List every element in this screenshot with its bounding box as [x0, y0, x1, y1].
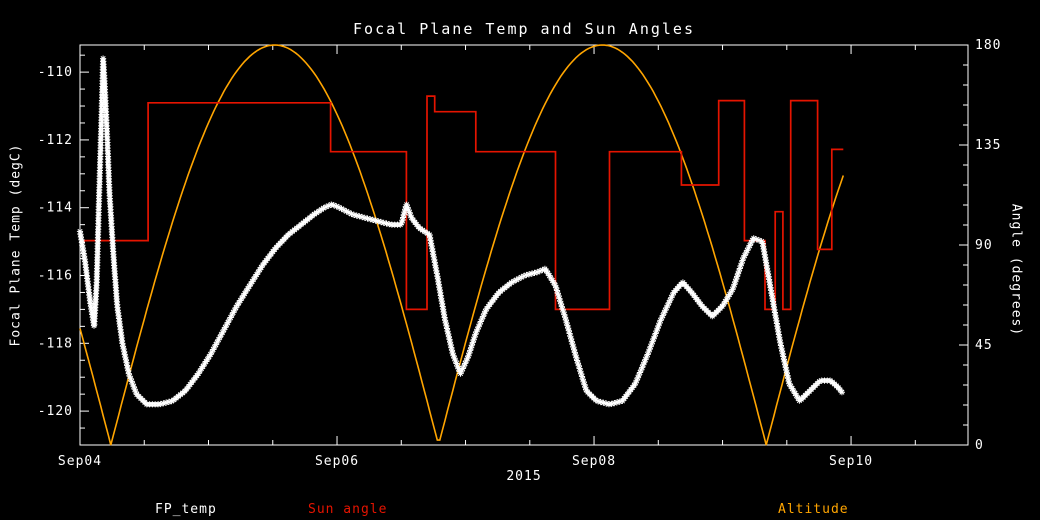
- y-axis-label-right: Angle (degrees): [1008, 203, 1024, 337]
- y-left-tick-label: -112: [38, 133, 73, 148]
- legend-fp-temp: FP_temp: [155, 502, 217, 517]
- x-tick-label: Sep04: [58, 454, 102, 469]
- y-right-tick-label: 180: [975, 38, 1001, 53]
- chart-title: Focal Plane Temp and Sun Angles: [353, 20, 695, 38]
- y-left-tick-label: -114: [38, 201, 73, 216]
- y-right-tick-label: 0: [975, 438, 984, 453]
- y-left-tick-label: -110: [38, 65, 73, 80]
- y-axis-label-left: Focal Plane Temp (degC): [8, 143, 24, 347]
- y-right-tick-label: 135: [975, 138, 1001, 153]
- sun-angle-series: [80, 95, 844, 311]
- x-tick-label: Sep06: [315, 454, 359, 469]
- fp-temp-series: [76, 55, 845, 408]
- y-right-tick-label: 90: [975, 238, 993, 253]
- axes: Sep04 Sep06 Sep08 Sep10 -110 -112 -114 -116 -118…: [38, 38, 1001, 469]
- legend-sun-angle: Sun angle: [308, 502, 388, 517]
- x-tick-label: Sep08: [572, 454, 616, 469]
- y-left-tick-label: -116: [38, 269, 73, 284]
- y-left-tick-label: -120: [38, 404, 73, 419]
- x-axis-label: 2015: [506, 469, 542, 484]
- altitude-series: [79, 44, 845, 446]
- x-tick-label: Sep10: [829, 454, 873, 469]
- legend-altitude: Altitude: [778, 502, 849, 517]
- y-left-tick-label: -118: [38, 336, 73, 351]
- y-right-tick-label: 45: [975, 338, 993, 353]
